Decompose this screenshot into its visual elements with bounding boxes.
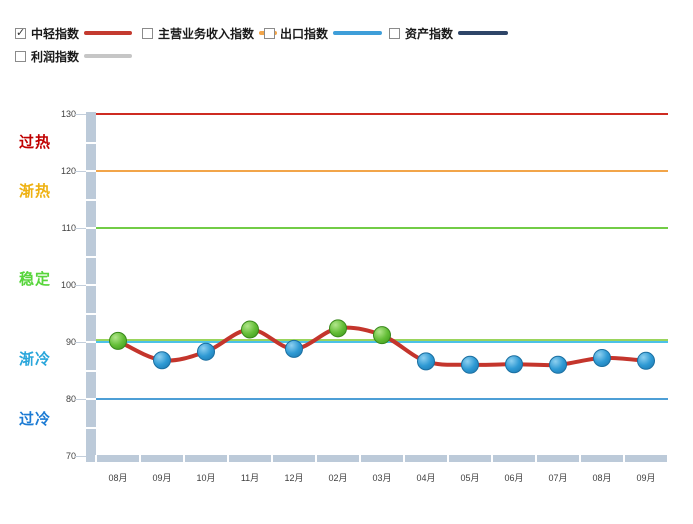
x-tick-label-11: 08月: [592, 473, 612, 483]
x-axis-gap: [667, 455, 669, 462]
y-axis-gap: [86, 170, 96, 172]
x-axis-gap: [183, 455, 185, 462]
y-tick-label-70: 70: [65, 451, 76, 461]
y-axis-gap: [86, 341, 96, 343]
y-axis-gap: [86, 312, 96, 315]
x-axis-gap: [491, 455, 493, 462]
x-tick-label-2: 10月: [196, 473, 216, 483]
y-axis-gap: [86, 227, 96, 229]
x-axis-gap: [403, 455, 405, 462]
y-tick-mark-80: [75, 399, 86, 400]
data-point-marker-11[interactable]: [593, 348, 611, 367]
y-axis-bar: [86, 112, 96, 462]
x-axis-gap: [447, 455, 449, 462]
y-axis-gap: [86, 284, 96, 286]
y-axis-gap: [86, 141, 96, 144]
y-tick-mark-70: [75, 456, 86, 457]
y-axis-gap: [86, 369, 96, 372]
x-tick-label-7: 04月: [416, 473, 436, 483]
zone-label-3: 渐冷: [19, 350, 52, 368]
data-point-marker-12[interactable]: [637, 351, 655, 370]
x-axis-gap: [359, 455, 361, 462]
data-point-marker-10[interactable]: [549, 355, 567, 374]
x-axis-gap: [139, 455, 141, 462]
legend-series-color-line: [333, 31, 382, 35]
y-tick-label-120: 120: [60, 166, 76, 176]
checkbox-unchecked-icon[interactable]: [389, 27, 400, 39]
legend-item-3[interactable]: 资产指数: [389, 26, 508, 41]
x-axis-bar: [86, 455, 668, 462]
threshold-line-130: [96, 113, 668, 115]
legend-item-2[interactable]: 出口指数: [264, 26, 382, 41]
x-tick-label-3: 11月: [240, 473, 260, 483]
zone-label-1: 渐热: [19, 183, 52, 201]
legend-item-label: 利润指数: [31, 49, 80, 64]
x-tick-label-8: 05月: [460, 473, 480, 483]
x-axis-gap: [95, 455, 97, 462]
legend-item-label: 资产指数: [405, 26, 454, 41]
data-point-marker-5[interactable]: [329, 319, 347, 338]
zone-label-2: 稳定: [19, 271, 52, 289]
x-axis-gap: [271, 455, 273, 462]
data-point-marker-6[interactable]: [373, 326, 391, 345]
y-tick-label-80: 80: [65, 394, 76, 404]
legend-series-color-line: [84, 31, 132, 35]
y-tick-mark-120: [75, 171, 86, 172]
legend-item-label: 中轻指数: [31, 26, 80, 41]
x-axis-gap: [227, 455, 229, 462]
y-tick-mark-110: [75, 228, 86, 229]
x-tick-label-9: 06月: [504, 473, 524, 483]
x-tick-label-10: 07月: [548, 473, 568, 483]
x-tick-label-6: 03月: [372, 473, 392, 483]
checkbox-unchecked-icon[interactable]: [15, 50, 26, 62]
y-tick-mark-130: [75, 114, 86, 115]
data-point-marker-2[interactable]: [197, 342, 215, 361]
legend-item-0[interactable]: ✓ 中轻指数: [15, 26, 132, 41]
legend-series-color-line: [458, 31, 508, 35]
zone-label-0: 过热: [19, 134, 52, 152]
legend-item-label: 主营业务收入指数: [158, 26, 255, 41]
zone-label-4: 过冷: [19, 411, 52, 429]
data-point-marker-3[interactable]: [241, 320, 259, 339]
data-point-marker-9[interactable]: [505, 355, 523, 374]
y-tick-mark-100: [75, 285, 86, 286]
x-tick-label-4: 12月: [284, 473, 304, 483]
threshold-line-110: [96, 227, 668, 229]
x-tick-label-0: 08月: [108, 473, 128, 483]
legend-item-1[interactable]: 主营业务收入指数: [142, 26, 278, 41]
data-point-marker-1[interactable]: [153, 351, 171, 370]
data-point-marker-4[interactable]: [285, 339, 303, 358]
y-axis-gap: [86, 255, 96, 258]
checkbox-checked-icon[interactable]: ✓: [15, 26, 26, 39]
data-point-marker-8[interactable]: [461, 355, 479, 374]
y-axis-gap: [86, 398, 96, 400]
legend-series-color-line: [84, 54, 132, 58]
y-tick-label-130: 130: [60, 109, 76, 119]
x-tick-label-1: 09月: [152, 473, 172, 483]
x-axis-gap: [315, 455, 317, 462]
threshold-line-120: [96, 170, 668, 172]
legend-item-4[interactable]: 利润指数: [15, 49, 132, 64]
x-tick-label-12: 09月: [636, 473, 656, 483]
y-tick-mark-90: [75, 342, 86, 343]
y-tick-label-100: 100: [60, 280, 76, 290]
y-axis-gap: [86, 426, 96, 429]
x-axis-gap: [535, 455, 537, 462]
x-axis-gap: [579, 455, 581, 462]
checkbox-unchecked-icon[interactable]: [264, 27, 275, 39]
y-tick-label-110: 110: [61, 223, 76, 233]
x-axis-gap: [623, 455, 625, 462]
y-axis-gap: [86, 198, 96, 201]
threshold-line-80: [96, 398, 668, 400]
checkbox-unchecked-icon[interactable]: [142, 27, 153, 39]
data-point-marker-7[interactable]: [417, 352, 435, 371]
legend-item-label: 出口指数: [280, 26, 329, 41]
y-tick-label-90: 90: [65, 337, 76, 347]
data-point-marker-0[interactable]: [109, 331, 127, 350]
x-tick-label-5: 02月: [328, 473, 348, 483]
